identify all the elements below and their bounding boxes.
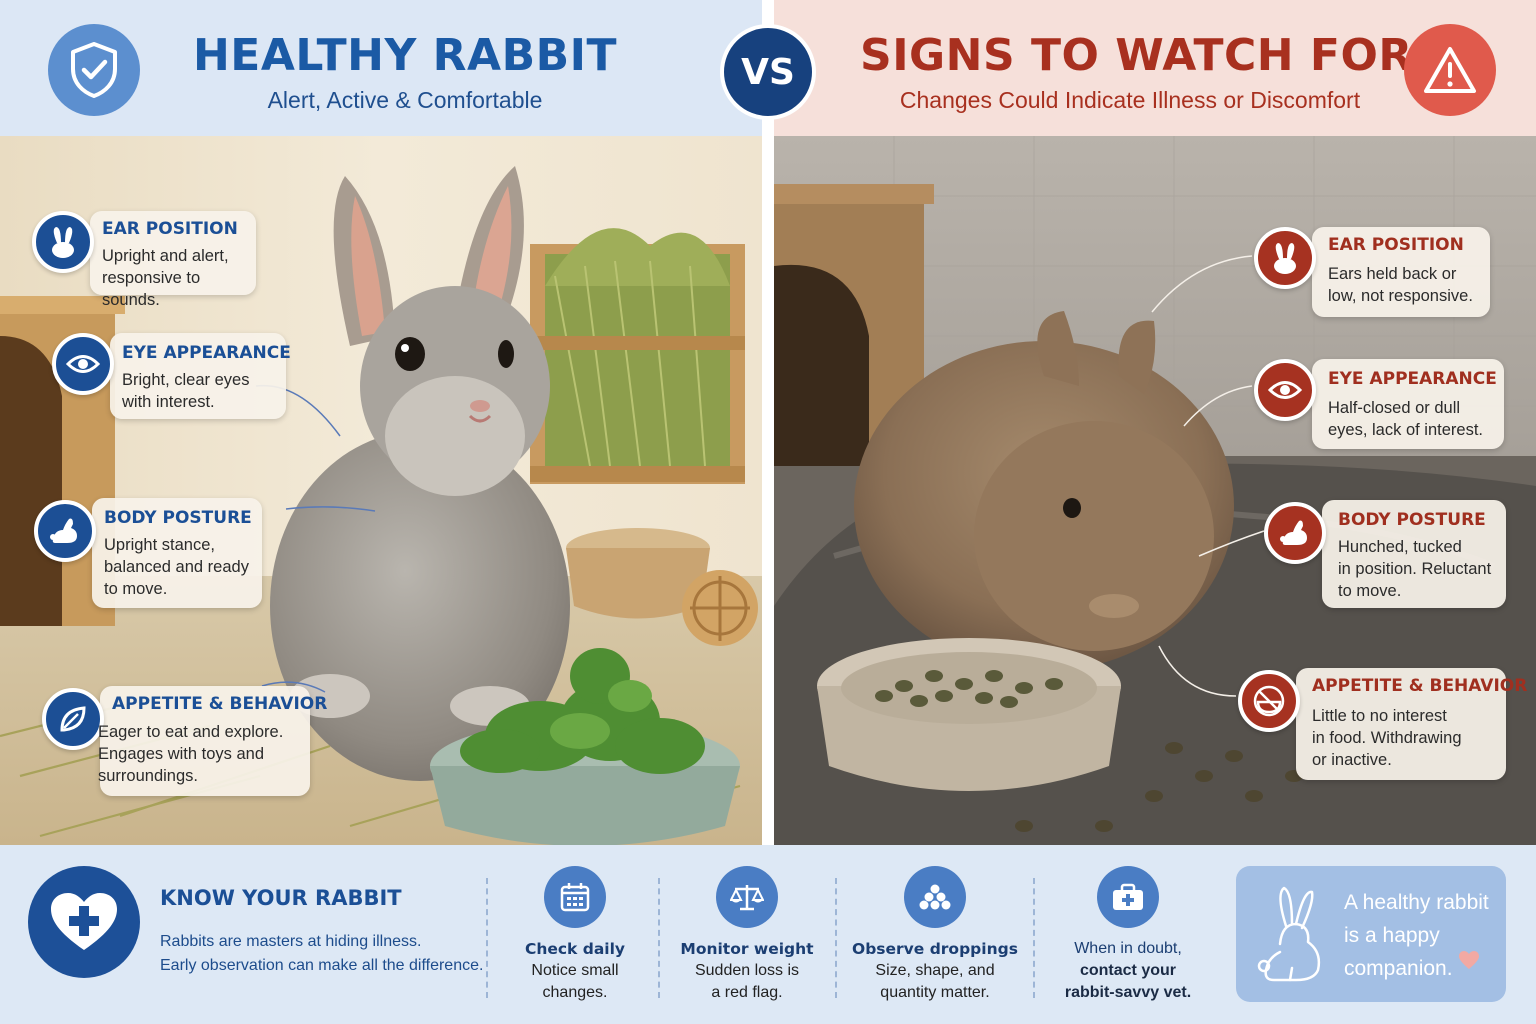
- tip-body: Notice small changes.: [531, 962, 619, 1001]
- rabbit-ears-icon: [1254, 227, 1316, 289]
- eye-icon: [52, 333, 114, 395]
- healthy-eye-callout: EYE APPEARANCE Bright, clear eyes with i…: [52, 333, 291, 419]
- tip-monitor-weight: Monitor weight Sudden loss is a red flag…: [662, 866, 832, 1004]
- tip-body: Sudden loss is a red flag.: [694, 962, 800, 1001]
- warning-subtitle: Changes Could Indicate Illness or Discom…: [899, 87, 1361, 113]
- know-your-rabbit-title: KNOW YOUR RABBIT: [160, 886, 402, 910]
- happy-companion-card: A healthy rabbit is a happy companion.: [1236, 866, 1506, 1002]
- callout-title: EAR POSITION: [1328, 235, 1464, 255]
- callout-body: Hunched, tucked in position. Reluctant t…: [1338, 538, 1492, 600]
- panel-divider: [762, 0, 774, 845]
- heart-icon: [1459, 951, 1479, 969]
- tip-observe-droppings: Observe droppings Size, shape, and quant…: [850, 866, 1020, 1004]
- healthy-title: HEALTHY RABBIT: [192, 30, 618, 81]
- warning-ear-callout: EAR POSITION Ears held back or low, not …: [1254, 227, 1490, 317]
- warning-triangle-icon: [1404, 24, 1496, 116]
- healthy-ear-callout: EAR POSITION Upright and alert, responsi…: [32, 211, 256, 309]
- rabbit-outline-icon: [1257, 886, 1321, 982]
- warning-eye-callout: EYE APPEARANCE Half-closed or dull eyes,…: [1254, 359, 1504, 449]
- leaf-icon: [42, 688, 104, 750]
- callout-body: Upright stance, balanced and ready to mo…: [104, 536, 249, 598]
- calendar-icon: [544, 866, 606, 928]
- closing-message: A healthy rabbit is a happy companion.: [1344, 891, 1489, 980]
- callout-title: APPETITE & BEHAVIOR: [1312, 676, 1528, 696]
- divider: [835, 878, 837, 998]
- callout-body: Little to no interest in food. Withdrawi…: [1312, 707, 1462, 769]
- tip-title: When in doubt,: [1074, 940, 1182, 957]
- tip-contact-vet: When in doubt, contact your rabbit-savvy…: [1043, 866, 1213, 1004]
- callout-body: Eager to eat and explore. Engages with t…: [98, 723, 284, 785]
- know-your-rabbit-body: Rabbits are masters at hiding illness. E…: [160, 933, 484, 974]
- callout-title: EAR POSITION: [102, 219, 238, 239]
- medical-kit-icon: [1097, 866, 1159, 928]
- divider: [486, 878, 488, 998]
- tip-check-daily: Check daily Notice small changes.: [490, 866, 660, 1004]
- callout-body: Ears held back or low, not responsive.: [1328, 265, 1473, 305]
- healthy-subtitle: Alert, Active & Comfortable: [267, 87, 543, 113]
- heart-cross-icon: [28, 866, 140, 978]
- warning-posture-callout: BODY POSTURE Hunched, tucked in position…: [1264, 500, 1506, 608]
- vs-badge: VS: [720, 24, 816, 120]
- divider: [1033, 878, 1035, 998]
- callout-body: Bright, clear eyes with interest.: [122, 371, 250, 411]
- warning-title: SIGNS TO WATCH FOR: [860, 30, 1413, 81]
- warning-appetite-callout: APPETITE & BEHAVIOR Little to no interes…: [1238, 668, 1527, 780]
- divider: [658, 878, 660, 998]
- callout-body: Half-closed or dull eyes, lack of intere…: [1328, 399, 1483, 439]
- healthy-posture-callout: BODY POSTURE Upright stance, balanced an…: [34, 498, 262, 608]
- droppings-icon: [904, 866, 966, 928]
- scale-icon: [716, 866, 778, 928]
- callout-body: Upright and alert, responsive to sounds.: [102, 247, 229, 309]
- shield-check-icon: [48, 24, 140, 116]
- rabbit-icon: [1264, 502, 1326, 564]
- callout-title: BODY POSTURE: [1338, 510, 1486, 530]
- callout-title: EYE APPEARANCE: [122, 343, 291, 363]
- tip-title: Observe droppings: [852, 940, 1018, 958]
- callout-title: APPETITE & BEHAVIOR: [112, 694, 328, 714]
- eye-icon: [1254, 359, 1316, 421]
- tip-title: Monitor weight: [680, 940, 814, 958]
- callout-title: BODY POSTURE: [104, 508, 252, 528]
- healthy-appetite-callout: APPETITE & BEHAVIOR Eager to eat and exp…: [42, 686, 327, 796]
- callout-title: EYE APPEARANCE: [1328, 369, 1497, 389]
- rabbit-icon: [34, 500, 96, 562]
- tip-title: Check daily: [524, 940, 626, 958]
- tip-body: contact your rabbit-savvy vet.: [1064, 962, 1192, 1001]
- tip-body: Size, shape, and quantity matter.: [875, 962, 995, 1001]
- rabbit-ears-icon: [32, 211, 94, 273]
- no-food-icon: [1238, 670, 1300, 732]
